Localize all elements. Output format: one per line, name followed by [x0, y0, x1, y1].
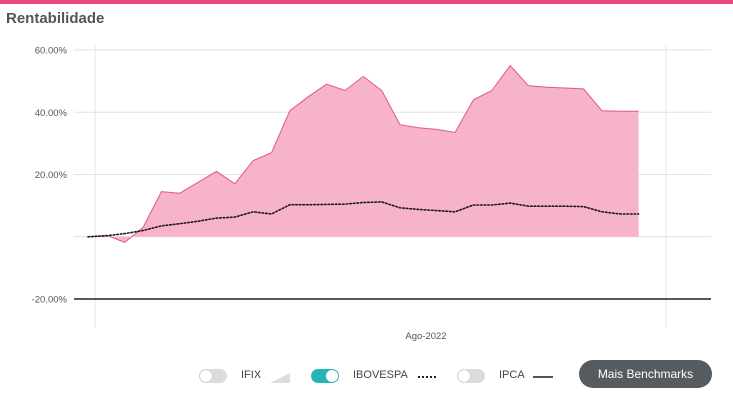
- area-layer: [87, 64, 639, 243]
- dotted-line-swatch-icon: [418, 376, 438, 378]
- toggle-knob: [326, 370, 338, 382]
- toggle-knob: [458, 370, 470, 382]
- y-tick-label: 60.00%: [35, 46, 68, 57]
- rentabilidade-chart: 60.00% 40.00% 20.00% -20.00% Ago-2022: [32, 45, 711, 343]
- legend-label-ibovespa: IBOVESPA: [353, 369, 408, 381]
- mais-benchmarks-button[interactable]: Mais Benchmarks: [579, 360, 712, 388]
- top-accent-bar: [0, 0, 733, 4]
- ibovespa-toggle[interactable]: [311, 369, 339, 383]
- ibovespa-line: [87, 201, 640, 238]
- legend: IFIX IBOVESPA IPCA: [0, 368, 733, 388]
- toggle-knob: [200, 370, 212, 382]
- ifix-line: [87, 64, 639, 243]
- line-layer: [87, 201, 640, 238]
- legend-label-ifix: IFIX: [241, 369, 262, 381]
- y-tick-label: 20.00%: [35, 170, 68, 181]
- axis-layer: 60.00% 40.00% 20.00% -20.00% Ago-2022: [32, 46, 447, 343]
- ipca-toggle[interactable]: [457, 369, 485, 383]
- y-tick-label: 40.00%: [35, 108, 68, 119]
- ifix-area: [88, 65, 639, 243]
- ifix-toggle[interactable]: [199, 369, 227, 383]
- y-tick-label: -20.00%: [32, 295, 68, 306]
- area-swatch-icon: [270, 373, 290, 383]
- page-title: Rentabilidade: [6, 10, 105, 27]
- legend-label-ipca: IPCA: [499, 369, 525, 381]
- solid-line-swatch-icon: [533, 376, 553, 378]
- x-tick-label: Ago-2022: [405, 331, 446, 342]
